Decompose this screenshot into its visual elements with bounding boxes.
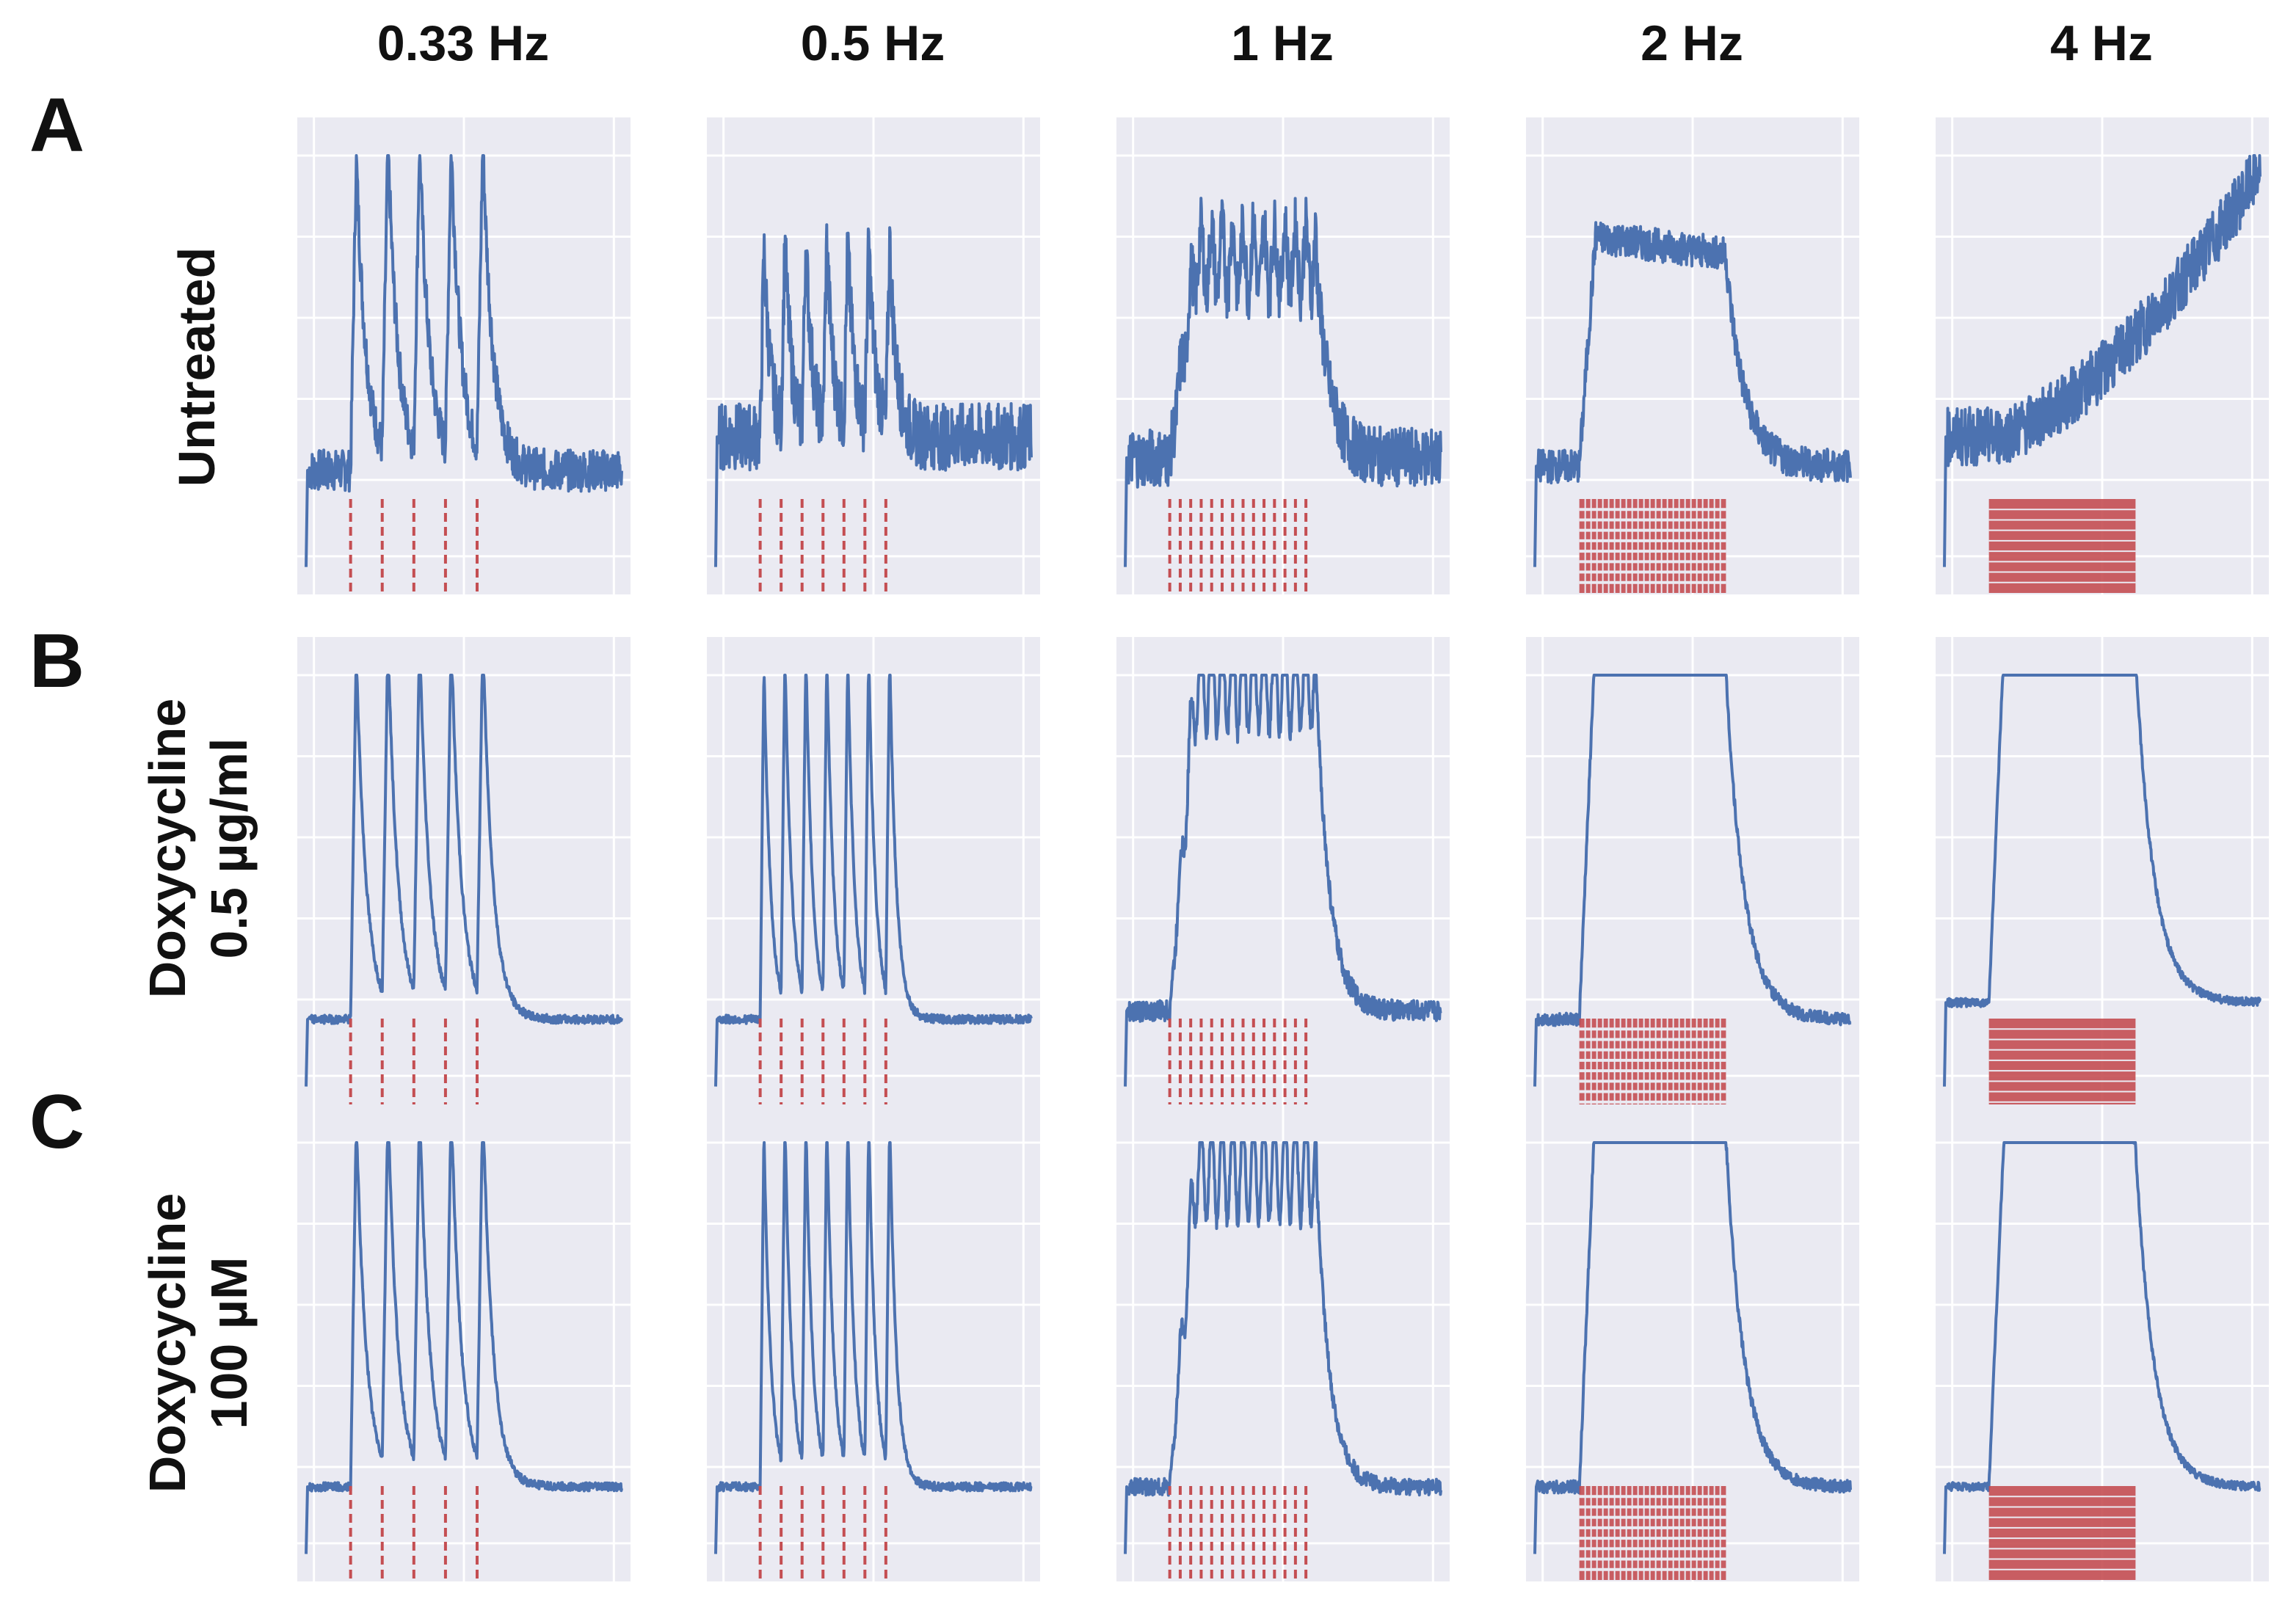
column-title-0: 0.33 Hz: [377, 15, 550, 71]
stimulation-markers: [1168, 1019, 1308, 1113]
panel-b-0_5: [707, 637, 1040, 1114]
stim-train: [1988, 499, 2136, 593]
signal-trace: [1533, 221, 1852, 567]
signal-trace: [1124, 674, 1442, 1087]
panel-c-0_5: [707, 1104, 1040, 1581]
panel-b-0_33: [297, 637, 631, 1114]
stimulation-markers: [1579, 1486, 1726, 1580]
signal-trace: [714, 674, 1033, 1087]
panel-c-4: [1936, 1104, 2269, 1581]
stimulation-markers: [349, 1019, 479, 1113]
panel-a-0_33: [297, 117, 631, 594]
stimulation-markers: [1988, 1486, 2136, 1580]
signal-trace: [1943, 154, 2262, 567]
stim-train: [1988, 1486, 2136, 1580]
column-title-1: 0.5 Hz: [800, 15, 945, 71]
panel-b-2: [1526, 637, 1859, 1114]
stimulation-markers: [1579, 499, 1726, 593]
panel-b-4: [1936, 637, 2269, 1114]
stimulation-markers: [758, 499, 887, 593]
signal-trace: [1943, 674, 2262, 1087]
stimulation-markers: [1168, 499, 1308, 593]
stimulation-markers: [349, 1486, 479, 1580]
row-letter-b: B: [29, 619, 85, 704]
stimulation-markers: [1988, 499, 2136, 593]
stimulation-markers: [1579, 1019, 1726, 1113]
signal-trace: [1533, 1141, 1852, 1554]
column-title-3: 2 Hz: [1641, 15, 1743, 71]
signal-trace: [1533, 674, 1852, 1087]
signal-trace: [305, 1141, 623, 1554]
stimulation-markers: [758, 1486, 887, 1580]
signal-trace: [1124, 197, 1442, 567]
stimulation-markers: [349, 499, 479, 593]
panel-a-0_5: [707, 117, 1040, 594]
column-title-2: 1 Hz: [1231, 15, 1334, 71]
signal-trace: [1943, 1141, 2262, 1554]
panel-c-2: [1526, 1104, 1859, 1581]
panel-c-1: [1116, 1104, 1450, 1581]
signal-trace: [714, 1141, 1033, 1554]
stim-train: [1579, 1019, 1726, 1113]
stim-train: [1988, 1019, 2136, 1113]
column-title-4: 4 Hz: [2050, 15, 2153, 71]
stimulation-markers: [758, 1019, 887, 1113]
stimulation-markers: [1168, 1486, 1308, 1580]
panel-a-2: [1526, 117, 1859, 594]
signal-trace: [714, 223, 1033, 567]
panel-a-4: [1936, 117, 2269, 594]
row-letter-a: A: [29, 83, 85, 168]
panel-c-0_33: [297, 1104, 631, 1581]
panel-a-1: [1116, 117, 1450, 594]
signal-trace: [305, 154, 623, 567]
row-letter-c: C: [29, 1079, 85, 1165]
stim-train: [1579, 1486, 1726, 1580]
stim-train: [1579, 499, 1726, 593]
signal-trace: [1124, 1141, 1442, 1554]
signal-trace: [305, 674, 623, 1087]
panel-b-1: [1116, 637, 1450, 1114]
stimulation-markers: [1988, 1019, 2136, 1113]
